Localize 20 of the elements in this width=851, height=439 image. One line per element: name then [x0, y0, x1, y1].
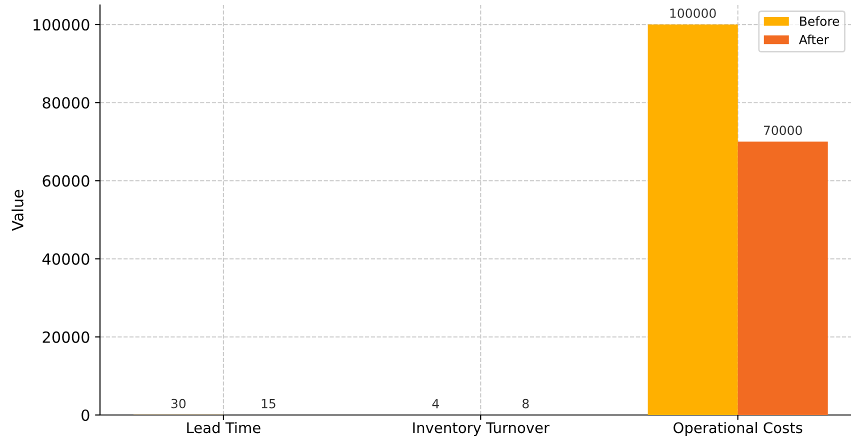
y-axis-title: Value	[12, 190, 24, 231]
data-label: 100000	[670, 8, 716, 18]
y-tick-label: 60000	[42, 175, 90, 187]
x-tick-label: Inventory Turnover	[413, 422, 550, 436]
bar	[648, 24, 738, 415]
data-label: 4	[432, 399, 439, 408]
legend-label: Before	[800, 16, 840, 26]
bar	[738, 142, 828, 415]
y-tick-label: 20000	[42, 331, 90, 343]
x-tick-label: Lead Time	[187, 422, 260, 434]
data-label: 30	[171, 398, 186, 408]
data-label: 8	[522, 398, 529, 408]
data-label: 70000	[764, 126, 802, 136]
data-label: 15	[262, 399, 276, 408]
y-tick-label: 0	[82, 409, 90, 422]
x-tick-label: Operational Costs	[674, 422, 802, 436]
y-tick-label: 100000	[34, 18, 90, 31]
y-tick-label: 80000	[42, 97, 90, 109]
y-tick-label: 40000	[42, 253, 90, 265]
legend-label: After	[798, 34, 829, 44]
